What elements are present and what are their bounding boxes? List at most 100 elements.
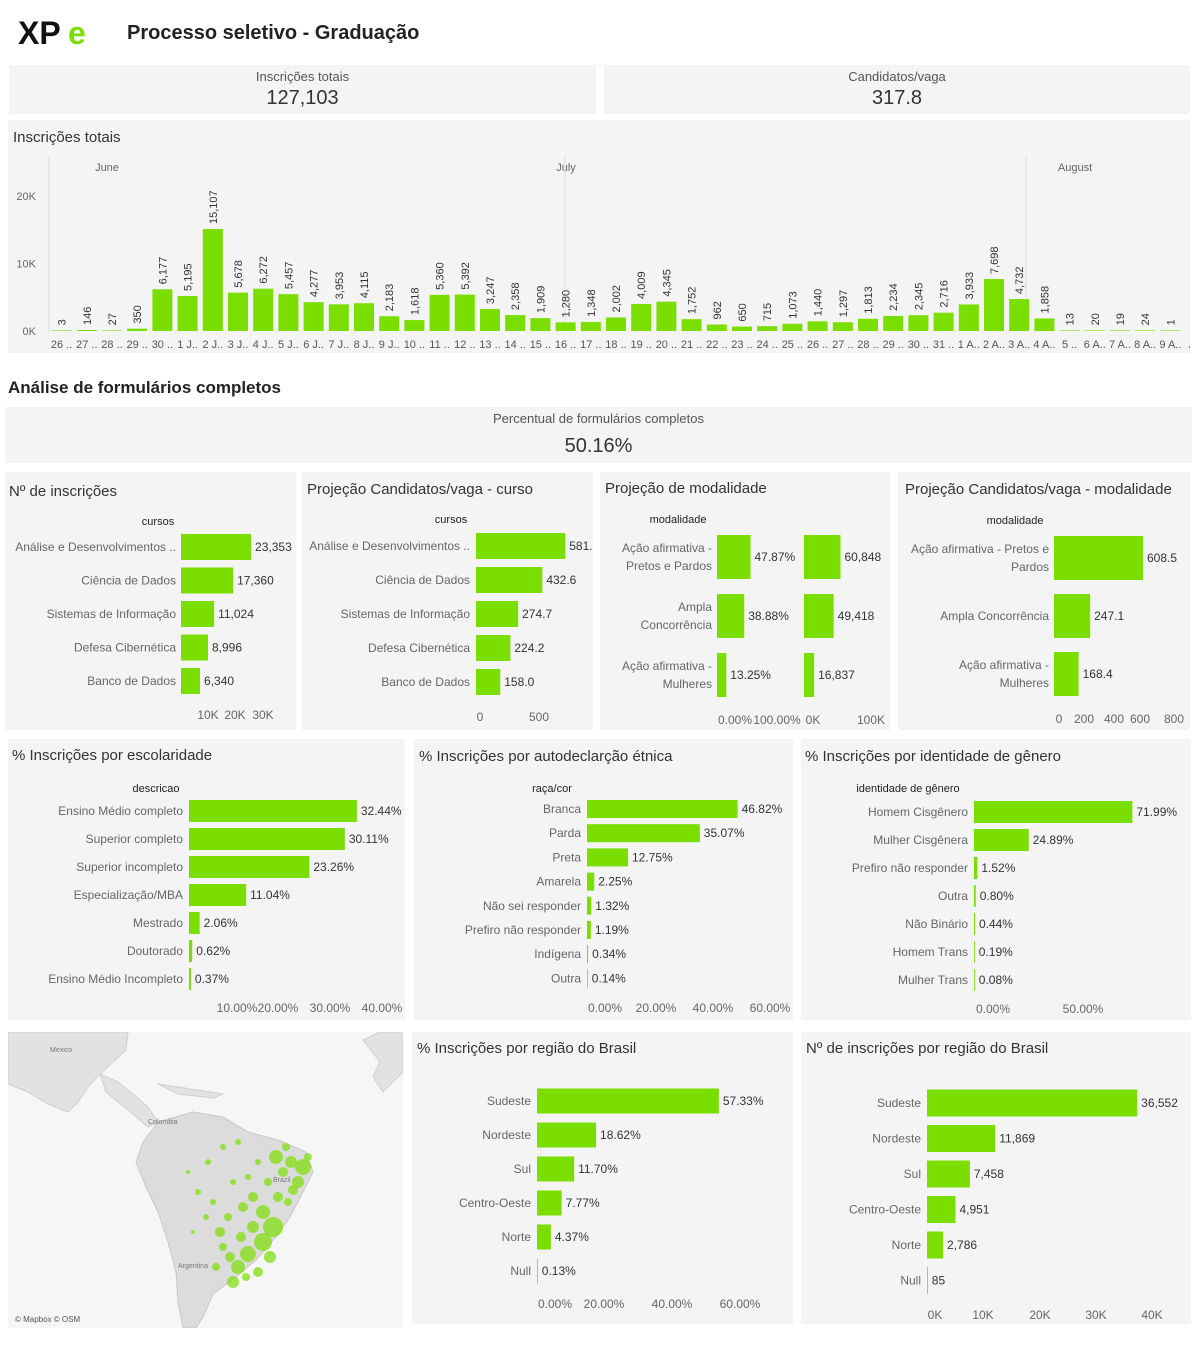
category-label: Mulheres bbox=[663, 677, 712, 691]
bar-value-label: 650 bbox=[737, 303, 749, 321]
bar bbox=[1110, 330, 1130, 331]
x-tick-label: 15 .. bbox=[530, 339, 551, 351]
bar bbox=[189, 884, 247, 906]
category-label: Homem Trans bbox=[893, 945, 968, 959]
bar bbox=[587, 824, 700, 843]
bar bbox=[587, 800, 738, 818]
bar bbox=[476, 533, 566, 559]
bar-value-label: 27 bbox=[107, 313, 119, 325]
land-south-america bbox=[135, 1111, 314, 1328]
bar bbox=[1009, 299, 1030, 331]
category-label: Null bbox=[510, 1264, 531, 1278]
bar-value-label: 20 bbox=[1090, 313, 1102, 325]
density-dot bbox=[230, 1179, 236, 1185]
month-label: August bbox=[1058, 162, 1092, 174]
x-tick-label: 8 J.. bbox=[354, 339, 375, 351]
bar bbox=[974, 857, 978, 879]
escolaridade-chart: descricao Ensino Médio completo 32.44% Supe… bbox=[48, 783, 403, 1015]
bar bbox=[476, 669, 501, 695]
bar bbox=[631, 303, 652, 331]
density-dot bbox=[203, 1214, 209, 1220]
land-north-america bbox=[8, 1032, 129, 1113]
bar bbox=[908, 315, 929, 331]
bar-value-label: 1 bbox=[1165, 319, 1177, 325]
x-tick-label: 10K bbox=[972, 1308, 993, 1322]
bar bbox=[476, 567, 543, 593]
x-tick-label: 2 J.. bbox=[202, 339, 223, 351]
bar bbox=[1054, 594, 1091, 638]
category-label: Pardos bbox=[1011, 560, 1049, 574]
bar-value-label: 2,345 bbox=[913, 283, 925, 311]
brazil-map[interactable]: Mexico Colombia Brazil Argentina © Mapbo… bbox=[8, 1032, 403, 1328]
density-dot bbox=[215, 1227, 225, 1237]
bar-value-label: 350 bbox=[132, 305, 144, 323]
bar bbox=[606, 317, 626, 331]
bar bbox=[587, 848, 629, 867]
bar-value-label: 715 bbox=[762, 303, 774, 321]
chart-title: % Inscrições por autodeclarção étnica bbox=[419, 748, 673, 765]
bar-value-label: 0.80% bbox=[980, 889, 1014, 903]
bar bbox=[807, 321, 828, 331]
bar-value-label: 2,358 bbox=[510, 283, 522, 311]
density-dot bbox=[255, 1159, 261, 1165]
bar-value-label: 4,277 bbox=[309, 270, 321, 298]
bar-value-label: 1,280 bbox=[561, 290, 573, 318]
bar bbox=[537, 1156, 575, 1182]
chart-title: % Inscrições por região do Brasil bbox=[417, 1040, 637, 1057]
category-label: Sul bbox=[514, 1162, 531, 1176]
chart-title: Inscrições totais bbox=[13, 129, 121, 146]
category-label: Ciência de Dados bbox=[375, 573, 470, 587]
panel-proj-modalidade: Projeção de modalidade modalidade Ação af… bbox=[600, 472, 890, 730]
x-tick-label: 30 .. bbox=[908, 339, 929, 351]
x-tick-label: 21 .. bbox=[681, 339, 702, 351]
bar-value-label: 224.2 bbox=[514, 641, 544, 655]
bar bbox=[933, 312, 954, 331]
x-tick-label: 40.00% bbox=[362, 1001, 403, 1015]
x-tick-label: 0 bbox=[477, 710, 484, 724]
bar bbox=[580, 321, 601, 331]
bar bbox=[587, 896, 592, 915]
x-tick-label: 0.00% bbox=[538, 1297, 572, 1311]
bar bbox=[717, 594, 745, 638]
bar-value-label: 38.88% bbox=[748, 609, 789, 623]
category-label: Ampla Concorrência bbox=[940, 609, 1049, 623]
bar-value-label: 274.7 bbox=[522, 607, 552, 621]
x-tick-label: 10.00% bbox=[217, 1001, 258, 1015]
category-label: Preta bbox=[552, 850, 581, 864]
x-tick-label: 200 bbox=[1074, 712, 1094, 726]
map-label-brazil: Brazil bbox=[273, 1177, 291, 1184]
bar bbox=[706, 324, 727, 331]
bar-value-label: 0.14% bbox=[592, 971, 626, 985]
bar-value-label: 11.70% bbox=[578, 1162, 618, 1176]
x-tick-label: 3 J.. bbox=[228, 339, 249, 351]
panel-regiao-n: Nº de inscrições por região do Brasil Su… bbox=[801, 1032, 1191, 1324]
bar-value-label: 0.08% bbox=[979, 973, 1013, 987]
bar-value-label: 3,953 bbox=[334, 272, 346, 300]
density-dot bbox=[227, 1276, 239, 1288]
bar-value-label: 4,951 bbox=[959, 1203, 989, 1217]
bar-value-label: 168.4 bbox=[1083, 667, 1113, 681]
bar bbox=[181, 668, 201, 694]
x-tick-label: 10K bbox=[197, 708, 218, 722]
bar bbox=[505, 315, 526, 331]
bar bbox=[984, 279, 1004, 331]
bar bbox=[181, 634, 208, 661]
bar-value-label: 23,353 bbox=[255, 540, 292, 554]
bar-value-label: 1.32% bbox=[595, 899, 629, 913]
map-panel[interactable]: Mexico Colombia Brazil Argentina © Mapbo… bbox=[8, 1032, 403, 1328]
xpe-logo: XP e bbox=[18, 14, 108, 55]
bar-value-label: 12.75% bbox=[632, 850, 673, 864]
panel-etnica: % Inscrições por autodeclarção étnica ra… bbox=[414, 739, 793, 1020]
bar bbox=[974, 969, 975, 991]
bar-value-label: 4,345 bbox=[661, 269, 673, 297]
bar-value-label: 2.06% bbox=[204, 916, 238, 930]
bar bbox=[189, 940, 193, 962]
bar bbox=[927, 1089, 1138, 1117]
x-tick-label: 40K bbox=[1141, 1308, 1162, 1322]
density-dot bbox=[304, 1153, 312, 1161]
bar-value-label: 49,418 bbox=[838, 609, 875, 623]
bar bbox=[927, 1231, 944, 1259]
bar-value-label: 2,183 bbox=[384, 284, 396, 312]
category-label: Sudeste bbox=[487, 1094, 531, 1108]
category-label: Prefiro não responder bbox=[852, 861, 968, 875]
